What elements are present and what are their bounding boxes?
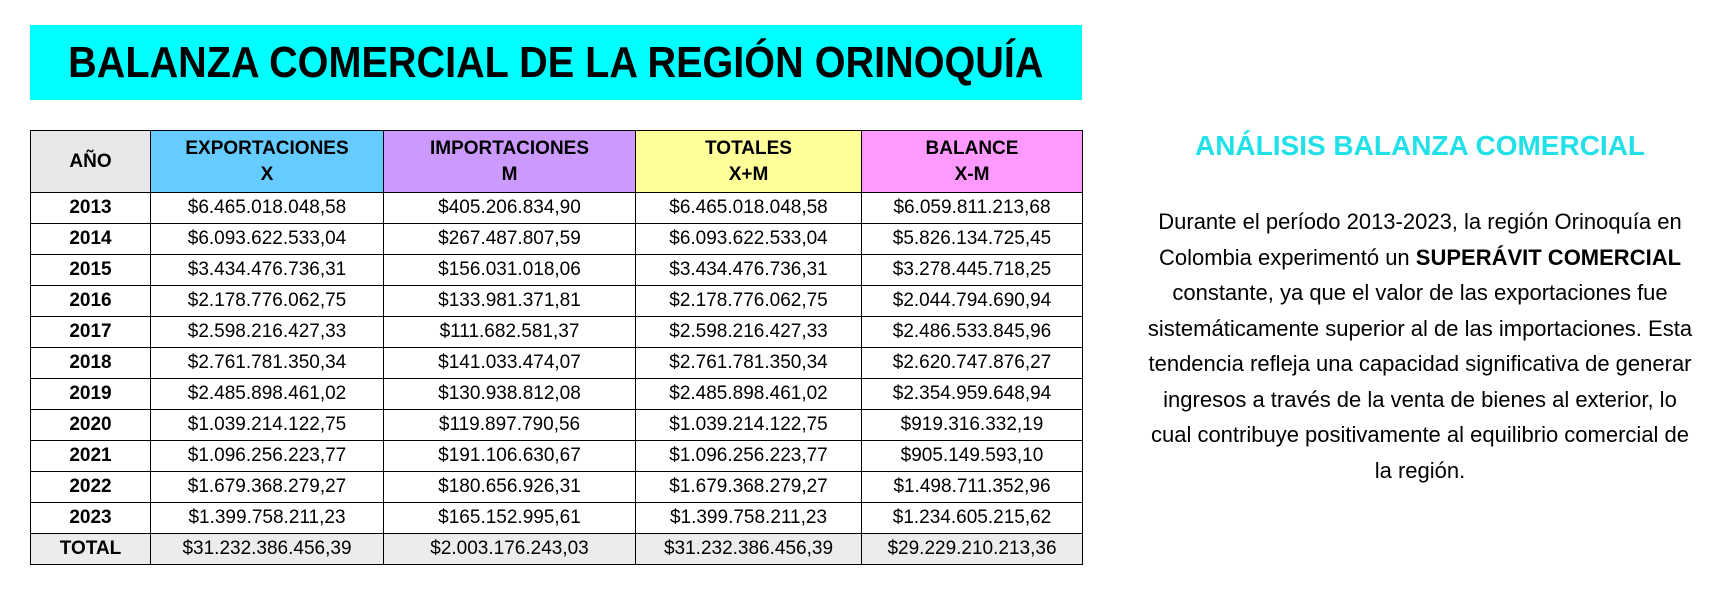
total-balance: $29.229.210.213,36 xyxy=(861,533,1083,565)
cell-exports: $2.178.776.062,75 xyxy=(150,285,384,317)
table-row: 2017 $2.598.216.427,33 $111.682.581,37 $2.5… xyxy=(30,316,1083,348)
total-totals: $31.232.386.456,39 xyxy=(635,533,862,565)
cell-balance: $2.354.959.648,94 xyxy=(861,378,1083,410)
cell-imports: $130.938.812,08 xyxy=(383,378,636,410)
analysis-title: ANÁLISIS BALANZA COMERCIAL xyxy=(1194,130,1646,161)
table-row: 2014 $6.093.622.533,04 $267.487.807,59 $6.0… xyxy=(30,223,1083,255)
cell-balance: $1.498.711.352,96 xyxy=(861,471,1083,503)
cell-exports: $2.761.781.350,34 xyxy=(150,347,384,379)
cell-year: 2016 xyxy=(30,285,151,317)
cell-balance: $5.826.134.725,45 xyxy=(861,223,1083,255)
cell-totals: $1.399.758.211,23 xyxy=(635,502,862,534)
cell-imports: $141.033.474,07 xyxy=(383,347,636,379)
cell-totals: $6.465.018.048,58 xyxy=(635,192,862,224)
cell-exports: $2.598.216.427,33 xyxy=(150,316,384,348)
cell-imports: $180.656.926,31 xyxy=(383,471,636,503)
trade-balance-table: AÑO EXPORTACIONES X IMPORTACIONES M TOTALE… xyxy=(30,130,1083,565)
cell-balance: $2.044.794.690,94 xyxy=(861,285,1083,317)
cell-totals: $1.679.368.279,27 xyxy=(635,471,862,503)
cell-imports: $119.897.790,56 xyxy=(383,409,636,441)
cell-exports: $1.096.256.223,77 xyxy=(150,440,384,472)
cell-year: 2022 xyxy=(30,471,151,503)
cell-exports: $3.434.476.736,31 xyxy=(150,254,384,286)
cell-exports: $1.399.758.211,23 xyxy=(150,502,384,534)
cell-year: 2015 xyxy=(30,254,151,286)
cell-year: 2017 xyxy=(30,316,151,348)
cell-year: 2014 xyxy=(30,223,151,255)
cell-year: 2018 xyxy=(30,347,151,379)
total-row: TOTAL $31.232.386.456,39 $2.003.176.243,… xyxy=(30,533,1083,565)
cell-totals: $6.093.622.533,04 xyxy=(635,223,862,255)
cell-balance: $905.149.593,10 xyxy=(861,440,1083,472)
cell-totals: $2.178.776.062,75 xyxy=(635,285,862,317)
cell-totals: $1.096.256.223,77 xyxy=(635,440,862,472)
table-row: 2015 $3.434.476.736,31 $156.031.018,06 $3.4… xyxy=(30,254,1083,286)
cell-year: 2013 xyxy=(30,192,151,224)
table-row: 2022 $1.679.368.279,27 $180.656.926,31 $1.6… xyxy=(30,471,1083,503)
cell-totals: $3.434.476.736,31 xyxy=(635,254,862,286)
cell-imports: $111.682.581,37 xyxy=(383,316,636,348)
total-imports: $2.003.176.243,03 xyxy=(383,533,636,565)
cell-imports: $133.981.371,81 xyxy=(383,285,636,317)
cell-exports: $1.039.214.122,75 xyxy=(150,409,384,441)
table-row: 2013 $6.465.018.048,58 $405.206.834,90 $6.4… xyxy=(30,192,1083,224)
table-row: 2020 $1.039.214.122,75 $119.897.790,56 $1.0… xyxy=(30,409,1083,441)
cell-exports: $6.465.018.048,58 xyxy=(150,192,384,224)
header-imports: IMPORTACIONES M xyxy=(383,130,636,193)
table-row: 2018 $2.761.781.350,34 $141.033.474,07 $2.7… xyxy=(30,347,1083,379)
table-header-row: AÑO EXPORTACIONES X IMPORTACIONES M TOTALE… xyxy=(30,130,1083,193)
cell-year: 2023 xyxy=(30,502,151,534)
cell-totals: $2.761.781.350,34 xyxy=(635,347,862,379)
cell-year: 2019 xyxy=(30,378,151,410)
cell-imports: $191.106.630,67 xyxy=(383,440,636,472)
cell-imports: $156.031.018,06 xyxy=(383,254,636,286)
cell-exports: $2.485.898.461,02 xyxy=(150,378,384,410)
header-year: AÑO xyxy=(30,130,151,193)
header-exports: EXPORTACIONES X xyxy=(150,130,384,193)
analysis-panel: ANÁLISIS BALANZA COMERCIAL Durante el pe… xyxy=(1140,125,1700,488)
cell-imports: $165.152.995,61 xyxy=(383,502,636,534)
cell-balance: $2.486.533.845,96 xyxy=(861,316,1083,348)
analysis-highlight: SUPERÁVIT COMERCIAL xyxy=(1415,244,1682,270)
total-exports: $31.232.386.456,39 xyxy=(150,533,384,565)
table-row: 2019 $2.485.898.461,02 $130.938.812,08 $2.4… xyxy=(30,378,1083,410)
cell-balance: $3.278.445.718,25 xyxy=(861,254,1083,286)
analysis-text: Durante el período 2013-2023, la región … xyxy=(1147,209,1693,483)
cell-balance: $6.059.811.213,68 xyxy=(861,192,1083,224)
title-banner: BALANZA COMERCIAL DE LA REGIÓN ORINOQUÍA xyxy=(30,25,1082,100)
table-row: 2016 $2.178.776.062,75 $133.981.371,81 $2.1… xyxy=(30,285,1083,317)
cell-balance: $919.316.332,19 xyxy=(861,409,1083,441)
cell-balance: $2.620.747.876,27 xyxy=(861,347,1083,379)
table-row: 2023 $1.399.758.211,23 $165.152.995,61 $1.3… xyxy=(30,502,1083,534)
total-label: TOTAL xyxy=(30,533,151,565)
header-totals: TOTALES X+M xyxy=(635,130,862,193)
cell-totals: $1.039.214.122,75 xyxy=(635,409,862,441)
cell-imports: $405.206.834,90 xyxy=(383,192,636,224)
cell-totals: $2.598.216.427,33 xyxy=(635,316,862,348)
page-title: BALANZA COMERCIAL DE LA REGIÓN ORINOQUÍA xyxy=(68,37,1044,87)
cell-imports: $267.487.807,59 xyxy=(383,223,636,255)
cell-balance: $1.234.605.215,62 xyxy=(861,502,1083,534)
cell-totals: $2.485.898.461,02 xyxy=(635,378,862,410)
cell-exports: $1.679.368.279,27 xyxy=(150,471,384,503)
cell-year: 2021 xyxy=(30,440,151,472)
table-row: 2021 $1.096.256.223,77 $191.106.630,67 $1.0… xyxy=(30,440,1083,472)
header-balance: BALANCE X-M xyxy=(861,130,1083,193)
cell-exports: $6.093.622.533,04 xyxy=(150,223,384,255)
cell-year: 2020 xyxy=(30,409,151,441)
